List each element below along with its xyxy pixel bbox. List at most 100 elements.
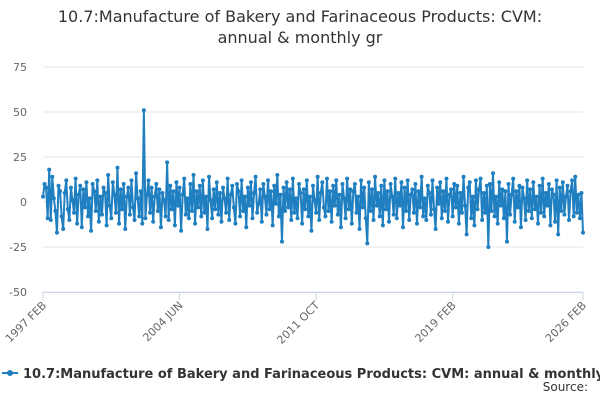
- x-tick-label: 2019 FEB: [413, 299, 459, 345]
- point: [463, 203, 468, 208]
- point: [503, 189, 508, 194]
- point: [563, 194, 568, 199]
- point: [551, 192, 556, 197]
- point: [245, 185, 250, 190]
- y-tick-label: -50: [9, 286, 27, 299]
- point: [134, 171, 139, 176]
- point: [512, 219, 517, 224]
- point: [469, 216, 474, 221]
- point: [526, 209, 531, 213]
- point: [380, 223, 385, 228]
- point: [163, 214, 168, 219]
- point: [501, 216, 506, 221]
- point: [256, 201, 261, 206]
- point: [487, 182, 492, 186]
- point: [473, 178, 478, 183]
- point: [456, 221, 461, 226]
- point: [338, 225, 343, 230]
- point: [298, 191, 303, 195]
- chart-title: 10.7:Manufacture of Bakery and Farinaceo…: [58, 7, 542, 26]
- point: [295, 216, 300, 221]
- point: [577, 216, 582, 221]
- point: [234, 182, 239, 186]
- point: [537, 183, 542, 188]
- legend-marker: [7, 370, 13, 376]
- point: [248, 180, 253, 185]
- point: [95, 178, 100, 183]
- point: [334, 178, 339, 183]
- legend-label: 10.7:Manufacture of Bakery and Farinaceo…: [23, 367, 600, 382]
- point: [497, 180, 502, 185]
- point: [568, 189, 573, 194]
- point: [337, 192, 342, 197]
- point: [379, 183, 384, 188]
- point: [356, 194, 360, 199]
- point: [293, 196, 298, 201]
- point: [93, 209, 98, 213]
- point: [189, 209, 194, 213]
- point: [376, 191, 381, 195]
- chart-title: annual & monthly gr: [218, 28, 383, 47]
- point: [419, 174, 424, 179]
- point: [149, 185, 154, 190]
- y-tick-label: 25: [13, 151, 27, 164]
- point: [287, 187, 292, 192]
- point: [303, 207, 308, 212]
- point: [452, 182, 457, 186]
- point: [374, 203, 379, 208]
- point: [315, 174, 320, 179]
- point: [214, 180, 219, 185]
- point: [168, 183, 173, 188]
- point: [169, 207, 174, 212]
- point: [447, 192, 452, 197]
- point: [193, 221, 198, 226]
- point: [146, 178, 151, 183]
- point: [75, 221, 80, 226]
- point: [106, 173, 111, 177]
- point: [369, 187, 374, 192]
- point: [422, 196, 427, 201]
- point: [352, 182, 357, 186]
- point: [286, 205, 291, 210]
- point: [126, 185, 131, 190]
- point: [525, 178, 530, 183]
- point: [171, 189, 176, 194]
- point: [494, 194, 499, 199]
- point: [528, 187, 533, 192]
- point: [574, 210, 579, 215]
- point: [194, 189, 199, 194]
- point: [141, 108, 146, 113]
- point: [211, 187, 216, 192]
- point: [185, 196, 190, 201]
- x-tick-label: 2004 JUN: [140, 299, 185, 344]
- point: [118, 187, 123, 192]
- point: [68, 185, 73, 190]
- point: [545, 203, 550, 208]
- point: [498, 203, 503, 208]
- point: [157, 187, 162, 192]
- point: [301, 187, 306, 192]
- point: [449, 187, 454, 192]
- point: [86, 214, 90, 219]
- point: [411, 210, 416, 215]
- point: [203, 194, 208, 199]
- point: [207, 174, 212, 179]
- point: [329, 219, 334, 224]
- point: [365, 241, 370, 246]
- point: [216, 212, 221, 217]
- point: [42, 182, 47, 186]
- point: [504, 239, 509, 244]
- x-tick-label: 1997 FEB: [3, 299, 49, 345]
- point: [432, 207, 437, 212]
- point: [131, 205, 135, 210]
- point: [326, 209, 331, 213]
- point: [540, 176, 545, 181]
- y-tick-label: 0: [20, 196, 27, 209]
- point: [98, 194, 103, 199]
- point: [236, 189, 241, 194]
- point: [109, 216, 114, 221]
- point: [366, 180, 371, 185]
- point: [224, 210, 229, 215]
- point: [48, 218, 53, 222]
